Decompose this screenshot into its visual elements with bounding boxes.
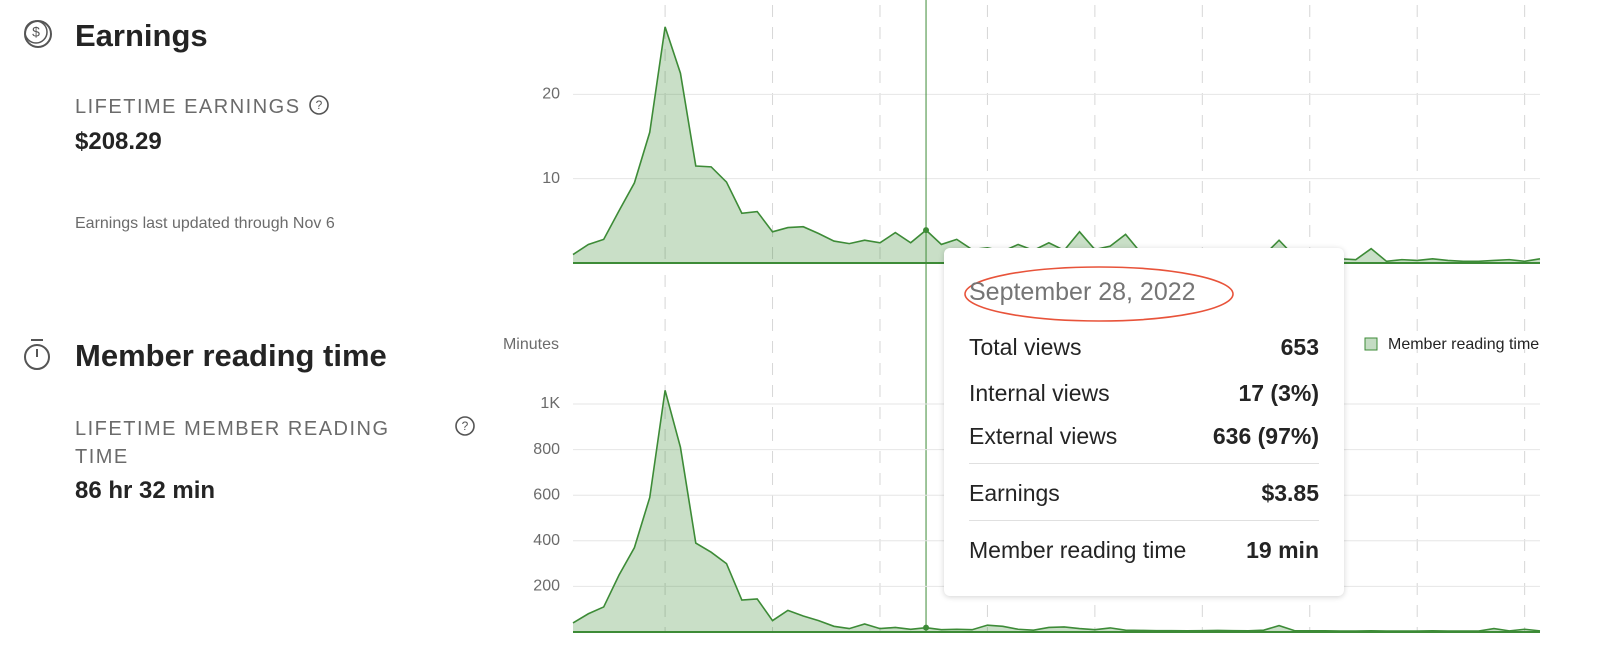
- metric-label: LIFETIME MEMBER READING TIME: [75, 418, 390, 468]
- help-icon: [309, 95, 475, 436]
- timer-icon: [24, 339, 50, 370]
- y-tick-label: 20: [542, 86, 560, 103]
- y-tick-label: 200: [533, 578, 560, 595]
- row-value: 17 (3%): [1238, 380, 1319, 406]
- y-tick-label: 1K: [540, 395, 560, 412]
- legend-label: Member reading time: [1388, 336, 1539, 353]
- row-label: Member reading time: [969, 537, 1187, 563]
- line: [572, 26, 1541, 263]
- row-label: External views: [969, 423, 1118, 449]
- section-title: Member reading time: [75, 338, 387, 373]
- y-tick-label: 800: [533, 441, 560, 458]
- tooltip-row: Total views 653: [969, 334, 1319, 361]
- separator: [969, 520, 1319, 521]
- row-value: 636 (97%): [1212, 423, 1319, 449]
- metric-value: 86 hr 32 min: [75, 477, 216, 504]
- metric-label: LIFETIME EARNINGS: [75, 96, 301, 118]
- tooltip: September 28, 2022 Total views 653 Intern…: [944, 248, 1344, 596]
- line: [572, 390, 1541, 632]
- tooltip-row: Member reading time 19 min: [969, 537, 1319, 564]
- row-value: 653: [1280, 334, 1319, 360]
- y-tick-label: 400: [533, 532, 560, 549]
- hover-dot: [923, 624, 930, 631]
- tooltip-row: Internal views 17 (3%): [969, 380, 1319, 407]
- area: [573, 390, 1540, 632]
- separator: [969, 463, 1319, 464]
- y-tick-label: 10: [542, 170, 560, 187]
- earnings-icon: [24, 20, 52, 48]
- highlight-circle: [964, 266, 1234, 322]
- tooltip-date: September 28, 2022: [969, 278, 1196, 306]
- help-mark: ?: [316, 98, 323, 112]
- dollar-sign: $: [32, 24, 40, 40]
- row-label: Total views: [969, 334, 1082, 360]
- row-value: 19 min: [1246, 537, 1319, 563]
- y-tick-label: 600: [533, 486, 560, 503]
- legend-swatch: [1364, 337, 1378, 351]
- section-title: Earnings: [75, 18, 208, 53]
- note: Earnings last updated through Nov 6: [75, 215, 335, 232]
- row-label: Earnings: [969, 480, 1060, 506]
- metric-value: $208.29: [75, 128, 162, 155]
- area: [573, 26, 1540, 263]
- help-mark: ?: [462, 419, 469, 433]
- tooltip-row: Earnings $3.85: [969, 480, 1319, 507]
- row-value: $3.85: [1261, 480, 1319, 506]
- y-axis-label: Minutes: [503, 336, 559, 353]
- row-label: Internal views: [969, 380, 1110, 406]
- tooltip-row: External views 636 (97%): [969, 423, 1319, 450]
